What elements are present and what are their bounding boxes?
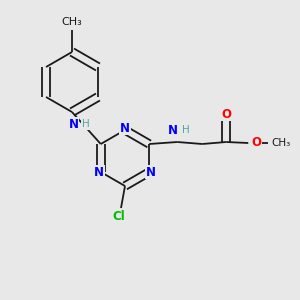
- Text: Cl: Cl: [112, 209, 125, 223]
- Text: N: N: [168, 124, 178, 136]
- Text: O: O: [251, 136, 261, 148]
- Text: N: N: [120, 122, 130, 134]
- Text: N: N: [68, 118, 78, 130]
- Text: H: H: [182, 125, 190, 135]
- Text: O: O: [221, 107, 231, 121]
- Text: CH₃: CH₃: [271, 138, 290, 148]
- Text: N: N: [146, 166, 156, 178]
- Text: H: H: [82, 119, 89, 129]
- Text: CH₃: CH₃: [61, 17, 82, 27]
- Text: N: N: [94, 166, 104, 178]
